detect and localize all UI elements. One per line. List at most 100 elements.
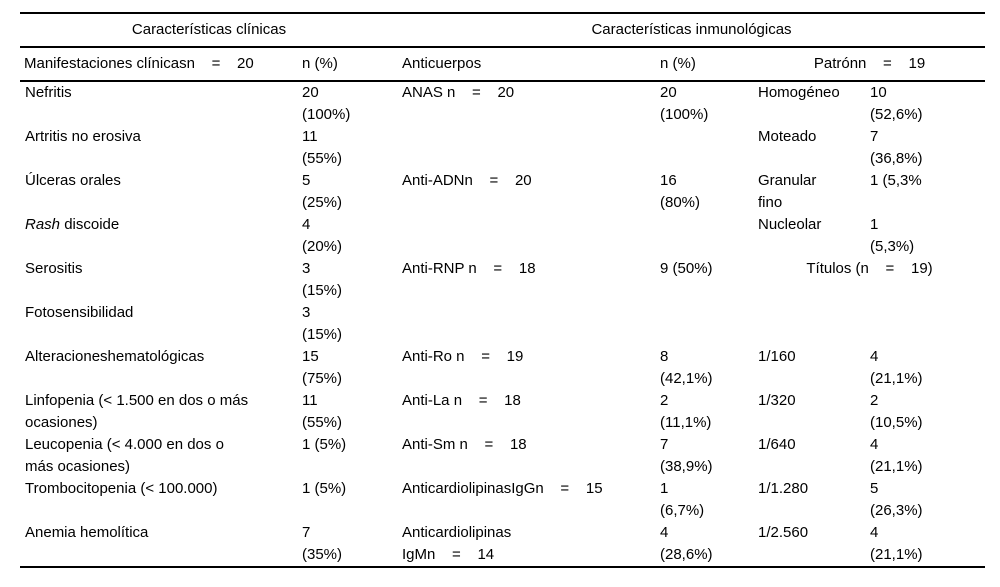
cell-line: Anti-Sm n = 18: [402, 436, 527, 453]
cell-line: 15: [302, 348, 319, 365]
cell-line: (55%): [302, 150, 343, 167]
cell-line: (100%): [660, 106, 709, 123]
cell-antibody-value: [656, 302, 754, 346]
column-header-row: Manifestaciones clínicasn = 20 n (%) Ant…: [20, 47, 986, 82]
cell-antibody: Anti-RNP n = 18: [398, 258, 656, 302]
cell-line: Títulos (n = 19): [806, 260, 933, 277]
cell-line: ANAS n = 20: [402, 84, 515, 101]
table-row: Linfopenia (< 1.500 en dos o más ocasione…: [20, 390, 985, 434]
cell-line: ocasiones): [25, 414, 98, 431]
cell-line: 1/640: [758, 436, 796, 453]
cell-clinical-value: 15 (75%): [298, 346, 398, 390]
cell-line: fino: [758, 194, 783, 211]
cell-line: (42,1%): [660, 370, 713, 387]
cell-line: 2: [660, 392, 669, 409]
cell-line: Anti-La n = 18: [402, 392, 521, 409]
cell-pattern: [754, 302, 866, 346]
cell-line: (21,1%): [870, 546, 923, 563]
cell-line: 10: [870, 84, 887, 101]
cell-line: Anticardiolipinas: [402, 524, 512, 541]
cell-line: (100%): [302, 106, 351, 123]
cell-line: más ocasiones): [25, 458, 131, 475]
cell-pattern: Nucleolar: [754, 214, 866, 258]
cell-clinical-value: 1 (5%): [298, 434, 398, 478]
cell-line: AnticardiolipinasIgGn = 15: [402, 480, 603, 497]
cell-antibody: Anti-Sm n = 18: [398, 434, 656, 478]
cell-pattern-value: 4 (21,1%): [866, 346, 985, 390]
group-header-clinical: Características clínicas: [20, 13, 398, 48]
cell-antibody: Anti-Ro n = 19: [398, 346, 656, 390]
cell-line: 20: [660, 84, 677, 101]
cell-titulos-subheader: Títulos (n = 19): [754, 258, 985, 302]
cell-pattern-value: 4 (21,1%): [866, 434, 985, 478]
cell-pattern-value: 1 (5,3%): [866, 214, 985, 258]
cell-clinical-manifestation: Úlceras orales: [20, 170, 298, 214]
cell-pattern: Granular fino: [754, 170, 866, 214]
table-row: Anemia hemolítica 7 (35%) Anticardiolipinas…: [20, 522, 985, 567]
cell-clinical-manifestation: Linfopenia (< 1.500 en dos o más ocasione…: [20, 390, 298, 434]
cell-line: (10,5%): [870, 414, 923, 431]
cell-antibody-value: 20 (100%): [656, 81, 754, 126]
cell-line: Anti-Ro n = 19: [402, 348, 524, 365]
cell-pattern: 1/320: [754, 390, 866, 434]
cell-line: Úlceras orales: [25, 172, 121, 189]
cell-line: 9 (50%): [660, 260, 713, 277]
cell-clinical-value: 7 (35%): [298, 522, 398, 567]
cell-line: 1/2.560: [758, 524, 809, 541]
cell-line: Anti-ADNn = 20: [402, 172, 532, 189]
table-body: Nefritis 20 (100%) ANAS n = 20 20 (100%) Homog…: [20, 81, 985, 567]
cell-clinical-manifestation: Leucopenia (< 4.000 en dos o más ocasione…: [20, 434, 298, 478]
cell-line: 4: [870, 348, 879, 365]
cell-antibody-value: 7 (38,9%): [656, 434, 754, 478]
table-row: Artritis no erosiva 11 (55%) Moteado 7 (36,8%…: [20, 126, 985, 170]
cell-line: (20%): [302, 238, 343, 255]
cell-line: 3: [302, 304, 311, 321]
cell-pattern-value: 2 (10,5%): [866, 390, 985, 434]
cell-antibody-value: 2 (11,1%): [656, 390, 754, 434]
cell-line: (11,1%): [660, 414, 712, 431]
cell-antibody: [398, 126, 656, 170]
cell-line: Trombocitopenia (< 100.000): [25, 480, 218, 497]
cell-line: Nucleolar: [758, 216, 822, 233]
cell-antibody-value: 8 (42,1%): [656, 346, 754, 390]
cell-clinical-value: 5 (25%): [298, 170, 398, 214]
cell-antibody: ANAS n = 20: [398, 81, 656, 126]
cell-antibody: Anti-ADNn = 20: [398, 170, 656, 214]
cell-line: (21,1%): [870, 458, 923, 475]
table-row: Serositis 3 (15%) Anti-RNP n = 18 9 (50%) Tít…: [20, 258, 985, 302]
cell-line: 1 (5,3%: [870, 172, 922, 189]
cell-clinical-value: 4 (20%): [298, 214, 398, 258]
cell-clinical-manifestation: Fotosensibilidad: [20, 302, 298, 346]
col-header-manifestaciones: Manifestaciones clínicasn = 20: [20, 47, 298, 82]
cell-line: 11: [302, 128, 318, 145]
col-header-patron: Patrónn = 19: [754, 47, 986, 82]
cell-antibody-value: 9 (50%): [656, 258, 754, 302]
cell-line: 1/160: [758, 348, 796, 365]
cell-line: 5: [302, 172, 311, 189]
cell-line: 1: [870, 216, 879, 233]
cell-pattern-value: [866, 302, 985, 346]
cell-line: Anti-RNP n = 18: [402, 260, 536, 277]
table-row: Fotosensibilidad 3 (15%): [20, 302, 985, 346]
cell-antibody: Anti-La n = 18: [398, 390, 656, 434]
cell-line: (5,3%): [870, 238, 915, 255]
cell-antibody-value: [656, 214, 754, 258]
cell-line: 16: [660, 172, 677, 189]
cell-line: (26,3%): [870, 502, 923, 519]
table-row: Úlceras orales 5 (25%) Anti-ADNn = 20 16 (80%…: [20, 170, 985, 214]
col-header-anticuerpos: Anticuerpos: [398, 47, 656, 82]
cell-clinical-value: 11 (55%): [298, 126, 398, 170]
cell-clinical-manifestation: Serositis: [20, 258, 298, 302]
cell-pattern: 1/2.560: [754, 522, 866, 567]
cell-line: 7: [870, 128, 879, 145]
cell-antibody: [398, 302, 656, 346]
cell-line: Fotosensibilidad: [25, 304, 134, 321]
table-row: Trombocitopenia (< 100.000) 1 (5%) Anticar…: [20, 478, 985, 522]
cell-line: 7: [660, 436, 669, 453]
cell-antibody-value: 4 (28,6%): [656, 522, 754, 567]
cell-pattern: Homogéneo: [754, 81, 866, 126]
col-header-n-pct-antibodies: n (%): [656, 47, 754, 82]
cell-line: Granular: [758, 172, 817, 189]
cell-clinical-value: 3 (15%): [298, 302, 398, 346]
